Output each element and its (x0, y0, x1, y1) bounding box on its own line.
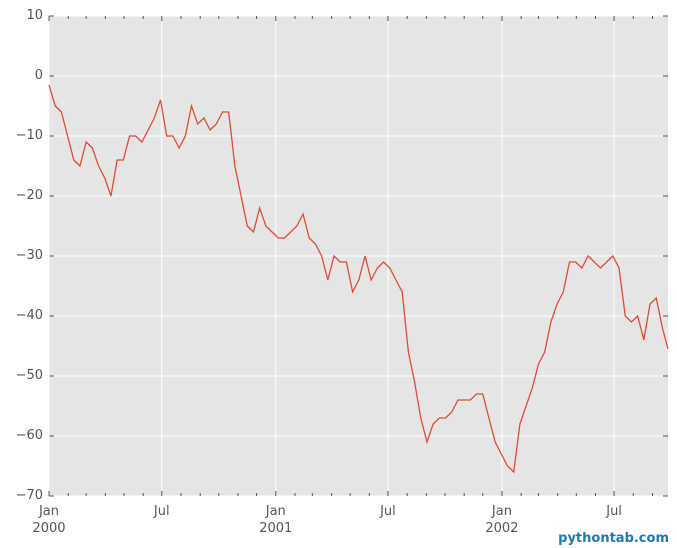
x-tick-label: Jan 2002 (485, 504, 519, 536)
x-tick-label: Jan 2000 (32, 504, 66, 536)
y-tick-label: −40 (15, 308, 43, 323)
x-tick-label: Jan 2001 (259, 504, 293, 536)
x-tick-label: Jul (606, 504, 622, 519)
y-tick-label: −20 (15, 188, 43, 203)
x-tick-label: Jul (153, 504, 170, 519)
y-tick-label: −60 (15, 428, 43, 443)
y-tick-label: 0 (34, 68, 43, 83)
y-tick-label: −30 (15, 248, 43, 263)
x-tick-label: Jul (380, 504, 396, 519)
y-tick-label: 10 (26, 8, 43, 23)
y-tick-label: −50 (15, 368, 43, 383)
y-tick-label: −10 (15, 128, 43, 143)
watermark: pythontab.com (558, 531, 669, 546)
data-line (48, 84, 669, 474)
y-tick-label: −70 (15, 488, 43, 503)
